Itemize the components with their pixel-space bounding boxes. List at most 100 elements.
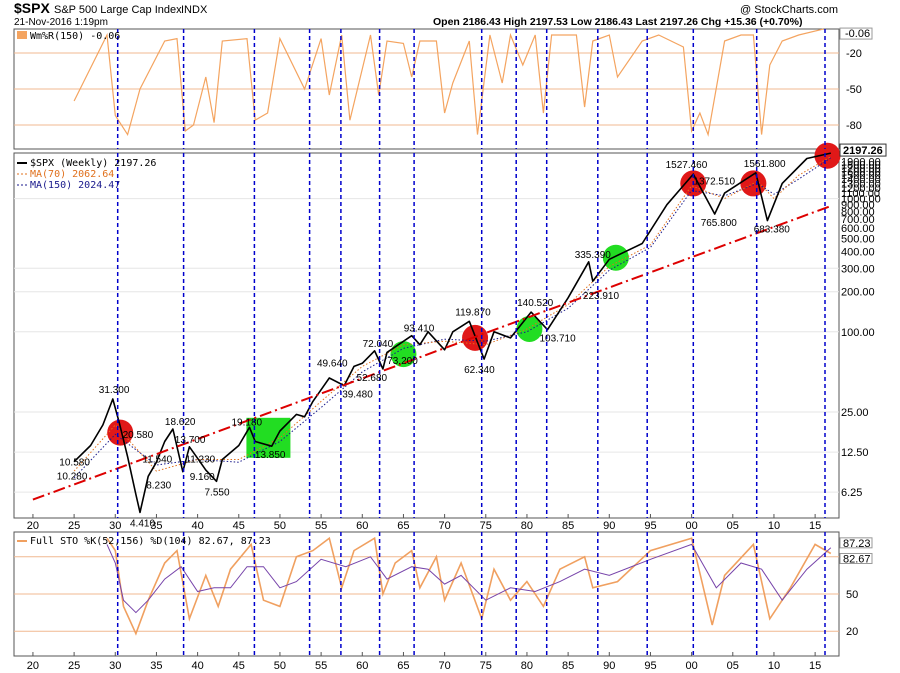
price-annotation-label: 223.910 [583, 291, 620, 302]
price-annotation-label: 13.850 [255, 450, 286, 461]
x-axis-label-price: 45 [233, 520, 245, 532]
price-tick-label: 600.00 [841, 223, 875, 235]
x-axis-label-sto: 70 [438, 660, 450, 672]
x-axis-label-price: 20 [27, 520, 39, 532]
wmr-tick-label: -80 [846, 120, 862, 132]
sto-last-value-box [839, 552, 873, 564]
wmr-tick-label: -50 [846, 84, 862, 96]
sto-tick-label: 20 [846, 626, 858, 638]
wmr-line [73, 28, 824, 137]
price-annotations: 31.300 20.580 10.580 10.280 4.410 8.230 11.540… [57, 159, 790, 530]
x-axis-label-sto: 10 [768, 660, 780, 672]
price-annotation-label: 140.520 [517, 298, 554, 309]
ma70-line [73, 156, 832, 472]
x-axis-label-price: 75 [480, 520, 492, 532]
x-axis-label-price: 80 [521, 520, 533, 532]
x-axis-label-sto: 00 [685, 660, 697, 672]
price-annotation-label: 52.680 [357, 373, 388, 384]
red-sell-marker [814, 142, 841, 169]
price-tick-label: 1700.00 [841, 163, 881, 175]
sto-k-line [106, 536, 832, 636]
x-axis-label-price: 10 [768, 520, 780, 532]
price-last-value-label: 2197.26 [843, 145, 883, 157]
price-annotation-label: 20.580 [123, 430, 154, 441]
sto-legend: Full STO %K(52,156) %D(104) 82.67, 87.23 [17, 536, 271, 547]
price-tick-label: 700.00 [841, 214, 875, 226]
price-annotation-label: 7.550 [205, 487, 230, 498]
x-axis-label-price: 95 [644, 520, 656, 532]
price-tick-label: 100.00 [841, 327, 875, 339]
sto-last-value-box [839, 537, 873, 549]
price-annotation-label: 62.340 [464, 365, 495, 376]
price-annotation-label: 72.040 [363, 339, 394, 350]
price-tick-label: 800.00 [841, 207, 875, 219]
x-axis-label-sto: 60 [356, 660, 368, 672]
x-axis-label-sto: 15 [809, 660, 821, 672]
price-annotation-label: 93.410 [404, 324, 435, 335]
x-axis-label-price: 30 [109, 520, 121, 532]
price-tick-label: 1400.00 [841, 174, 881, 186]
price-annotation-label: 49.640 [317, 358, 348, 369]
price-tick-label: 200.00 [841, 287, 875, 299]
x-axis-label-price: 15 [809, 520, 821, 532]
wmr-tick-label: -20 [846, 48, 862, 60]
price-tick-label: 1600.00 [841, 166, 881, 178]
price-annotation-label: 103.710 [540, 334, 577, 345]
x-axis-label-price: 05 [727, 520, 739, 532]
x-axis-label-sto: 65 [397, 660, 409, 672]
price-annotation-label: 8.230 [146, 480, 171, 491]
x-axis-label-price: 35 [150, 520, 162, 532]
ma70-legend-text: MA(70) 2062.64 [30, 169, 114, 180]
price-annotation-label: 683.380 [754, 225, 791, 236]
price-annotation-label: 19.180 [232, 417, 263, 428]
price-annotation-label: 119.870 [455, 307, 491, 318]
x-axis-label-sto: 05 [727, 660, 739, 672]
x-axis-label-sto: 35 [150, 660, 162, 672]
wmr-legend: Wm%R(150) -0.06 [17, 31, 120, 42]
price-annotation-label: 1527.460 [666, 160, 708, 171]
price-tick-label: 1100.00 [841, 188, 880, 200]
stockcharts-watermark: @ StockCharts.com [740, 4, 838, 16]
price-annotation-label: 10.580 [59, 458, 90, 469]
price-annotation-label: 1561.800 [744, 159, 786, 170]
symbol-title: $SPX [14, 0, 50, 16]
price-grid [14, 198, 839, 493]
x-axis-label-sto: 75 [480, 660, 492, 672]
price-tick-label: 1900.00 [841, 156, 881, 168]
x-axis-label-sto: 80 [521, 660, 533, 672]
x-axis-label-sto: 95 [644, 660, 656, 672]
sto-last-value-label: 82.67 [843, 553, 871, 565]
price-annotation-label: 11.540 [142, 455, 172, 466]
price-annotation-label: 39.480 [342, 390, 373, 401]
price-tick-label: 1000.00 [841, 194, 881, 206]
ma150-line [73, 157, 832, 479]
x-axis-label-price: 85 [562, 520, 574, 532]
x-axis-label-sto: 30 [109, 660, 121, 672]
sto-legend-text: Full STO %K(52,156) %D(104) 82.67, 87.23 [30, 536, 271, 547]
price-annotation-label: 31.300 [99, 385, 130, 396]
wmr-last-value-box [839, 27, 873, 40]
sto-d-line [106, 543, 832, 614]
price-annotation-label: 11.230 [185, 454, 215, 465]
x-axis-label-sto: 20 [27, 660, 39, 672]
price-last-value-box [839, 143, 887, 157]
sto-last-value-label: 87.23 [843, 538, 871, 550]
x-axis-label-sto: 85 [562, 660, 574, 672]
x-axis-label-price: 60 [356, 520, 368, 532]
x-axis-label-price: 00 [685, 520, 697, 532]
price-tick-label: 6.25 [841, 487, 862, 499]
cycle-vertical-lines [116, 29, 826, 656]
price-annotation-label: 10.280 [57, 471, 88, 482]
x-axis-label-price: 40 [191, 520, 203, 532]
long-term-trendline [32, 205, 832, 501]
price-tick-label: 1200.00 [841, 183, 881, 195]
index-name: S&P 500 Large Cap Index [54, 4, 182, 16]
price-annotation-label: 9.160 [190, 472, 215, 483]
x-axis-label-sto: 45 [233, 660, 245, 672]
price-tick-label: 12.50 [841, 447, 869, 459]
price-tick-label: 300.00 [841, 263, 875, 275]
x-axis-label-sto: 90 [603, 660, 615, 672]
price-annotation-label: 765.800 [701, 218, 738, 229]
x-axis-label-sto: 40 [191, 660, 203, 672]
